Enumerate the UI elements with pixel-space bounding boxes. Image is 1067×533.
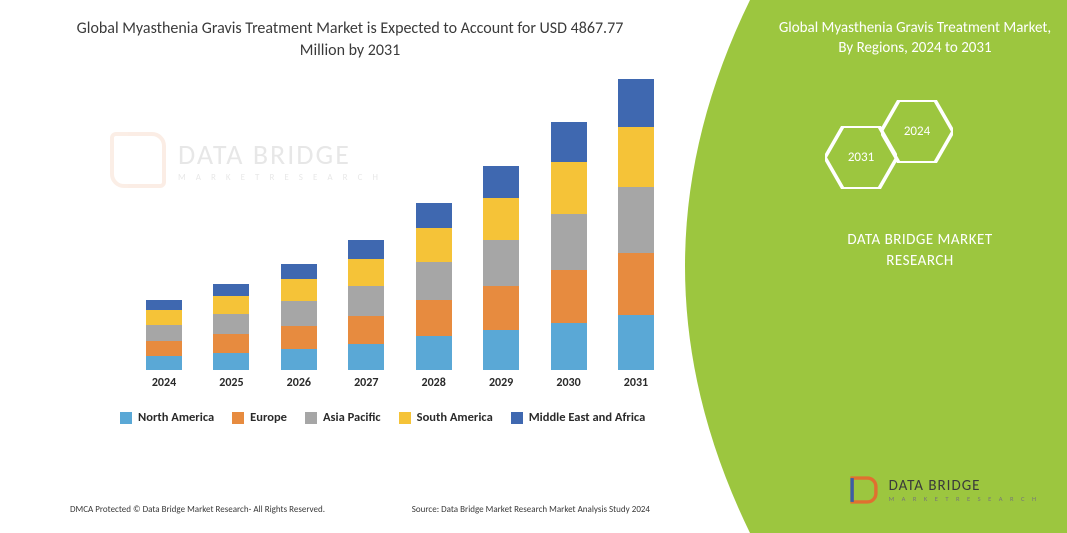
footnotes: DMCA Protected © Data Bridge Market Rese… [70, 504, 650, 515]
bar-segment [281, 326, 317, 349]
brand-line2: RESEARCH [886, 252, 953, 270]
bar-stack [551, 122, 587, 370]
legend-swatch [511, 412, 523, 424]
hexagon-label: 2024 [881, 100, 953, 163]
x-axis-label: 2024 [134, 376, 194, 400]
legend-label: South America [417, 410, 493, 425]
brand-name: DATA BRIDGE MARKET RESEARCH [790, 230, 1050, 272]
bar-segment [416, 336, 452, 370]
legend-item: Europe [232, 410, 287, 425]
bar-stack [213, 284, 249, 370]
bar-segment [281, 301, 317, 326]
logo-icon [847, 473, 881, 507]
bar-segment [416, 262, 452, 300]
chart-title: Global Myasthenia Gravis Treatment Marke… [0, 0, 700, 71]
legend-label: Europe [250, 410, 287, 425]
bar-segment [551, 270, 587, 323]
logo-text: DATA BRIDGE M A R K E T R E S E A R C H [889, 477, 1039, 503]
bar-segment [551, 214, 587, 270]
bar-segment [348, 344, 384, 370]
left-panel: DATA BRIDGE M A R K E T R E S E A R C H … [0, 0, 700, 533]
bar-segment [213, 296, 249, 314]
bar-segment [483, 166, 519, 198]
bar-stack [348, 240, 384, 370]
bar-segment [213, 334, 249, 353]
bar-column [539, 122, 599, 370]
right-panel-title: Global Myasthenia Gravis Treatment Marke… [775, 18, 1055, 59]
bar-segment [483, 198, 519, 240]
legend: North America Europe Asia Pacific South Ame… [120, 410, 680, 425]
bar-column [336, 240, 396, 370]
bar-segment [146, 325, 182, 341]
legend-swatch [120, 412, 132, 424]
bar-segment [213, 284, 249, 296]
bar-segment [348, 286, 384, 316]
bar-column [134, 300, 194, 370]
x-axis-label: 2027 [336, 376, 396, 400]
legend-label: Asia Pacific [323, 410, 381, 425]
bar-segment [348, 240, 384, 259]
legend-swatch [305, 412, 317, 424]
legend-item: South America [399, 410, 493, 425]
legend-item: Middle East and Africa [511, 410, 646, 425]
bar-segment [281, 349, 317, 370]
stacked-bar-chart: 20242025202620272028202920302031 [130, 90, 670, 400]
x-axis-labels: 20242025202620272028202920302031 [130, 370, 670, 400]
bar-column [404, 203, 464, 370]
bar-stack [281, 264, 317, 370]
x-axis-label: 2025 [201, 376, 261, 400]
bar-stack [483, 166, 519, 370]
bar-segment [551, 162, 587, 214]
bar-stack [416, 203, 452, 370]
x-axis-label: 2030 [539, 376, 599, 400]
bar-segment [281, 264, 317, 279]
bar-segment [416, 228, 452, 262]
bar-segment [551, 323, 587, 370]
bar-segment [416, 203, 452, 228]
legend-swatch [399, 412, 411, 424]
bar-segment [146, 310, 182, 325]
plot-area [130, 90, 670, 370]
bar-segment [551, 122, 587, 162]
legend-label: Middle East and Africa [529, 410, 646, 425]
bar-segment [146, 341, 182, 356]
bar-column [471, 166, 531, 370]
bar-segment [348, 259, 384, 286]
bar-segment [483, 240, 519, 286]
logo-line2: M A R K E T R E S E A R C H [889, 495, 1039, 503]
bar-segment [146, 356, 182, 370]
right-panel: Global Myasthenia Gravis Treatment Marke… [630, 0, 1067, 533]
x-axis-label: 2028 [404, 376, 464, 400]
legend-item: Asia Pacific [305, 410, 381, 425]
bar-segment [146, 300, 182, 310]
footnote-source: Source: Data Bridge Market Research Mark… [412, 504, 650, 515]
hexagon-group: 20312024 [825, 100, 1015, 210]
bar-segment [348, 316, 384, 344]
legend-item: North America [120, 410, 214, 425]
bar-stack [146, 300, 182, 370]
bar-segment [483, 286, 519, 330]
brand-line1: DATA BRIDGE MARKET [847, 231, 992, 249]
bar-segment [213, 353, 249, 370]
bar-segment [281, 279, 317, 301]
x-axis-label: 2026 [269, 376, 329, 400]
legend-label: North America [138, 410, 214, 425]
logo-line1: DATA BRIDGE [889, 477, 981, 495]
x-axis-label: 2029 [471, 376, 531, 400]
bar-segment [213, 314, 249, 334]
bar-column [201, 284, 261, 370]
bar-segment [416, 300, 452, 336]
bar-column [269, 264, 329, 370]
bar-segment [483, 330, 519, 370]
year-hexagon: 2024 [881, 100, 953, 163]
footnote-copyright: DMCA Protected © Data Bridge Market Rese… [70, 504, 325, 515]
legend-swatch [232, 412, 244, 424]
logo: DATA BRIDGE M A R K E T R E S E A R C H [847, 473, 1039, 507]
